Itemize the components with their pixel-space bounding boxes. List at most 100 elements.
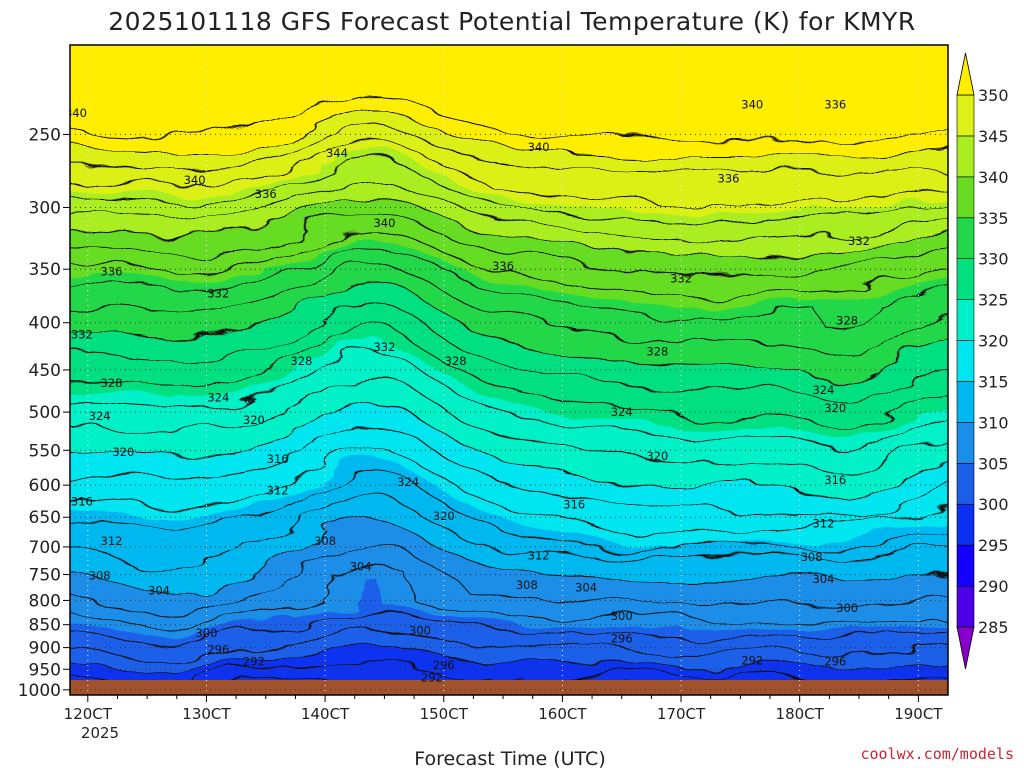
contour-line xyxy=(70,228,948,296)
contour-label: 300 xyxy=(836,601,858,615)
colorbar-label: 310 xyxy=(978,413,1009,432)
contour-line xyxy=(70,541,948,615)
contour-label: 324 xyxy=(812,383,834,397)
contour-label: 316 xyxy=(824,473,846,487)
colorbar-swatch xyxy=(956,585,975,628)
contour-line xyxy=(70,517,948,598)
y-tick-label: 350 xyxy=(29,260,61,280)
contour-label: 304 xyxy=(350,559,372,573)
contour-label: 308 xyxy=(801,550,823,564)
contour-line xyxy=(70,126,948,174)
contour-label: 308 xyxy=(314,534,336,548)
time-axis: 120CT 130CT 140CT 150CT 160CT 170CT 180CT 190CT xyxy=(64,695,943,723)
colorbar-label: 315 xyxy=(978,372,1009,391)
y-tick-label: 250 xyxy=(29,125,61,145)
contour-label: 320 xyxy=(646,449,668,463)
colorbar-label: 335 xyxy=(978,209,1009,228)
contour-label: 324 xyxy=(207,390,229,404)
colorbar-label: 345 xyxy=(978,127,1009,146)
contour-line xyxy=(70,493,948,574)
colorbar-label: 300 xyxy=(978,495,1009,514)
contour-line xyxy=(70,109,948,157)
y-tick-label: 450 xyxy=(29,361,61,381)
contour-label: 336 xyxy=(718,171,740,185)
y-tick-label: 300 xyxy=(29,198,61,218)
contour-line xyxy=(70,445,948,535)
contour-line xyxy=(70,143,948,208)
contour-label: 336 xyxy=(824,97,846,111)
contour-label: 332 xyxy=(848,234,870,248)
y-tick-label: 950 xyxy=(29,660,61,680)
x-tick-label: 180CT xyxy=(776,705,825,723)
colorbar-swatch xyxy=(956,217,975,259)
contour-line xyxy=(70,326,948,429)
contour-label: 316 xyxy=(71,495,93,509)
contour-line xyxy=(70,630,948,663)
contour-label: 328 xyxy=(290,354,312,368)
theta-band xyxy=(46,728,971,735)
y-tick-label: 750 xyxy=(29,566,61,586)
contour-line xyxy=(46,724,971,728)
credit-text[interactable]: coolwx.com/models xyxy=(860,745,1014,763)
contour-label: 328 xyxy=(101,376,123,390)
colorbar-swatch xyxy=(956,135,975,178)
contour-label: 304 xyxy=(575,581,597,595)
colorbar-label: 350 xyxy=(978,86,1009,105)
contour-label: 316 xyxy=(267,452,289,466)
contour-label: 304 xyxy=(148,583,170,597)
y-tick-label: 650 xyxy=(29,508,61,528)
colorbar-swatch xyxy=(956,299,975,341)
contour-label: 340 xyxy=(65,106,87,120)
contour-label: 340 xyxy=(528,140,550,154)
plot-area: 340 340 344 340 340 336 336 336 336 340 336 332 332 3… xyxy=(46,45,971,735)
y-tick-label: 700 xyxy=(29,538,61,558)
contour-label: 312 xyxy=(267,483,289,497)
colorbar-swatch xyxy=(956,94,975,137)
pressure-axis: 250 300 350 400 450 500 550 600 650 700 750 800 850 9… xyxy=(18,125,70,701)
colorbar-swatch xyxy=(956,422,975,464)
contour-label: 320 xyxy=(433,509,455,523)
y-tick-label: 800 xyxy=(29,591,61,611)
contour-label: 300 xyxy=(611,609,633,623)
contour-label: 308 xyxy=(516,578,538,592)
x-tick-label: 140CT xyxy=(301,705,350,723)
contour-label: 312 xyxy=(528,548,550,562)
contour-label: 292 xyxy=(421,671,443,685)
y-tick-label: 600 xyxy=(29,476,61,496)
contour-line xyxy=(70,374,948,477)
contour-label: 328 xyxy=(445,354,467,368)
x-tick-label: 120CT xyxy=(64,705,113,723)
colorbar-label: 290 xyxy=(978,577,1009,596)
contour-labels: 340 340 344 340 340 336 336 336 336 340 336 332 332 3… xyxy=(65,97,870,685)
contour-label: 296 xyxy=(824,655,846,669)
colorbar: 285 290 295 300 305 310 315 320 325 330 335 340 345 3… xyxy=(956,52,1009,670)
chart-title: 2025101118 GFS Forecast Potential Temper… xyxy=(108,7,915,36)
theta-band xyxy=(46,724,971,728)
colorbar-label: 340 xyxy=(978,168,1009,187)
contour-line xyxy=(70,350,948,453)
contour-label: 300 xyxy=(195,626,217,640)
colorbar-max-arrow xyxy=(956,52,975,96)
contour-label: 328 xyxy=(836,314,858,328)
contour-line xyxy=(70,398,948,501)
contour-label: 344 xyxy=(326,146,348,160)
colorbar-min-arrow xyxy=(956,626,975,670)
contour-line xyxy=(70,469,948,548)
contour-label: 292 xyxy=(741,654,763,668)
contour-label: 308 xyxy=(89,569,111,583)
colorbar-label: 305 xyxy=(978,454,1009,473)
x-tick-label: 150CT xyxy=(420,705,469,723)
contour-label: 324 xyxy=(89,409,111,423)
contour-line xyxy=(70,422,948,518)
x-year-label: 2025 xyxy=(81,724,119,742)
contour-line xyxy=(70,646,948,677)
contour-label: 320 xyxy=(243,413,265,427)
contour-label: 340 xyxy=(184,173,206,187)
y-tick-label: 900 xyxy=(29,639,61,659)
x-tick-label: 170CT xyxy=(657,705,706,723)
contour-label: 336 xyxy=(101,264,123,278)
x-tick-label: 190CT xyxy=(894,705,943,723)
colorbar-swatch xyxy=(956,544,975,587)
x-axis-title: Forecast Time (UTC) xyxy=(414,748,605,768)
